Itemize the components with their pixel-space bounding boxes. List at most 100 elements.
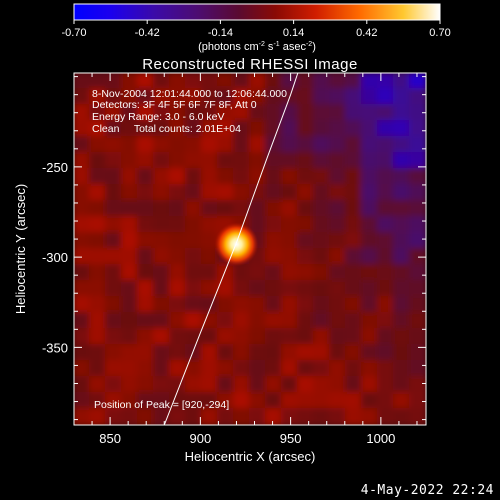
peak-position-label: Position of Peak = [920,-294] bbox=[94, 399, 229, 411]
heatmap-cell bbox=[281, 216, 299, 234]
heatmap-cell bbox=[361, 152, 379, 170]
heatmap-cell bbox=[89, 136, 107, 154]
heatmap-cell bbox=[249, 168, 267, 186]
heatmap-cell bbox=[185, 73, 203, 90]
heatmap-cell bbox=[345, 328, 363, 346]
heatmap-cell bbox=[201, 200, 219, 218]
heatmap-cell bbox=[297, 216, 315, 234]
heatmap-cell bbox=[89, 392, 107, 410]
heatmap-cell bbox=[185, 104, 203, 122]
heatmap-cell bbox=[105, 328, 123, 346]
heatmap-cell bbox=[345, 392, 363, 410]
colorbar-tick-label: 0.42 bbox=[356, 27, 377, 39]
heatmap-cell bbox=[201, 280, 219, 298]
heatmap-cell bbox=[201, 376, 219, 394]
heatmap-cell bbox=[249, 360, 267, 378]
heatmap-cell bbox=[313, 296, 331, 314]
heatmap-cell bbox=[169, 312, 187, 330]
heatmap-cell bbox=[345, 248, 363, 266]
heatmap-cell bbox=[313, 168, 331, 186]
heatmap-cell bbox=[409, 88, 426, 106]
heatmap-cell bbox=[377, 376, 395, 394]
colorbar-tick-label: 0.70 bbox=[429, 27, 450, 39]
heatmap-cell bbox=[281, 73, 299, 90]
heatmap-cell bbox=[345, 120, 363, 138]
heatmap-cell bbox=[377, 136, 395, 154]
heatmap-cell bbox=[249, 152, 267, 170]
heatmap-cell bbox=[249, 280, 267, 298]
heatmap-cell bbox=[361, 376, 379, 394]
heatmap-cell bbox=[105, 360, 123, 378]
heatmap-cell bbox=[345, 104, 363, 122]
heatmap-cell bbox=[361, 136, 379, 154]
heatmap-cell bbox=[281, 296, 299, 314]
heatmap-cell bbox=[345, 136, 363, 154]
heatmap-cell bbox=[313, 120, 331, 138]
heatmap-cell bbox=[393, 392, 411, 410]
heatmap-cell bbox=[201, 88, 219, 106]
heatmap-cell bbox=[185, 248, 203, 266]
heatmap-cell bbox=[409, 296, 426, 314]
heatmap-cell bbox=[393, 200, 411, 218]
generation-date: 4-May-2022 22:24 bbox=[360, 483, 494, 498]
heatmap-cell bbox=[201, 120, 219, 138]
heatmap-cell bbox=[313, 360, 331, 378]
heatmap-cell bbox=[169, 200, 187, 218]
colorbar bbox=[73, 3, 441, 21]
heatmap-cell bbox=[313, 312, 331, 330]
heatmap-cell bbox=[249, 88, 267, 106]
heatmap-cell bbox=[281, 264, 299, 282]
heatmap-cell bbox=[121, 88, 139, 106]
heatmap-cell bbox=[393, 184, 411, 202]
heatmap-cell bbox=[249, 408, 267, 425]
heatmap-cell bbox=[121, 248, 139, 266]
heatmap-cell bbox=[201, 104, 219, 122]
heatmap-cell bbox=[89, 360, 107, 378]
heatmap-cell bbox=[313, 136, 331, 154]
heatmap-cell bbox=[105, 136, 123, 154]
heatmap-image bbox=[74, 73, 426, 425]
heatmap-cell bbox=[345, 73, 363, 90]
heatmap-cell bbox=[74, 328, 91, 346]
heatmap-cell bbox=[105, 344, 123, 362]
heatmap-cell bbox=[169, 216, 187, 234]
heatmap-cell bbox=[153, 360, 171, 378]
heatmap-cell bbox=[377, 280, 395, 298]
heatmap-cell bbox=[74, 408, 91, 425]
heatmap-cell bbox=[89, 168, 107, 186]
heatmap-cell bbox=[377, 248, 395, 266]
heatmap-cell bbox=[233, 392, 251, 410]
heatmap-cell bbox=[265, 248, 283, 266]
heatmap-cell bbox=[409, 248, 426, 266]
heatmap-cell bbox=[393, 120, 411, 138]
heatmap-cell bbox=[313, 232, 331, 250]
colorbar-tick-label: 0.14 bbox=[283, 27, 304, 39]
heatmap-cell bbox=[249, 312, 267, 330]
heatmap-cell bbox=[393, 280, 411, 298]
heatmap-cell bbox=[313, 280, 331, 298]
heatmap-cell bbox=[105, 296, 123, 314]
heatmap-cell bbox=[185, 360, 203, 378]
heatmap-cell bbox=[329, 200, 347, 218]
heatmap-cell bbox=[121, 73, 139, 90]
heatmap-cell bbox=[377, 392, 395, 410]
heatmap-cell bbox=[377, 200, 395, 218]
heatmap-cell bbox=[345, 376, 363, 394]
heatmap-cell bbox=[121, 200, 139, 218]
heatmap-cell bbox=[393, 248, 411, 266]
heatmap-cell bbox=[361, 408, 379, 425]
heatmap-cell bbox=[89, 248, 107, 266]
heatmap-cell bbox=[74, 312, 91, 330]
heatmap-cell bbox=[393, 152, 411, 170]
heatmap-cell bbox=[393, 104, 411, 122]
heatmap-cell bbox=[74, 168, 91, 186]
heatmap-cell bbox=[121, 312, 139, 330]
heatmap-cell bbox=[185, 168, 203, 186]
heatmap-cell bbox=[217, 280, 235, 298]
heatmap-cell bbox=[297, 360, 315, 378]
heatmap-cell bbox=[377, 312, 395, 330]
heatmap-cell bbox=[281, 344, 299, 362]
heatmap-cell bbox=[345, 88, 363, 106]
heatmap-cell bbox=[249, 104, 267, 122]
heatmap-cell bbox=[105, 184, 123, 202]
